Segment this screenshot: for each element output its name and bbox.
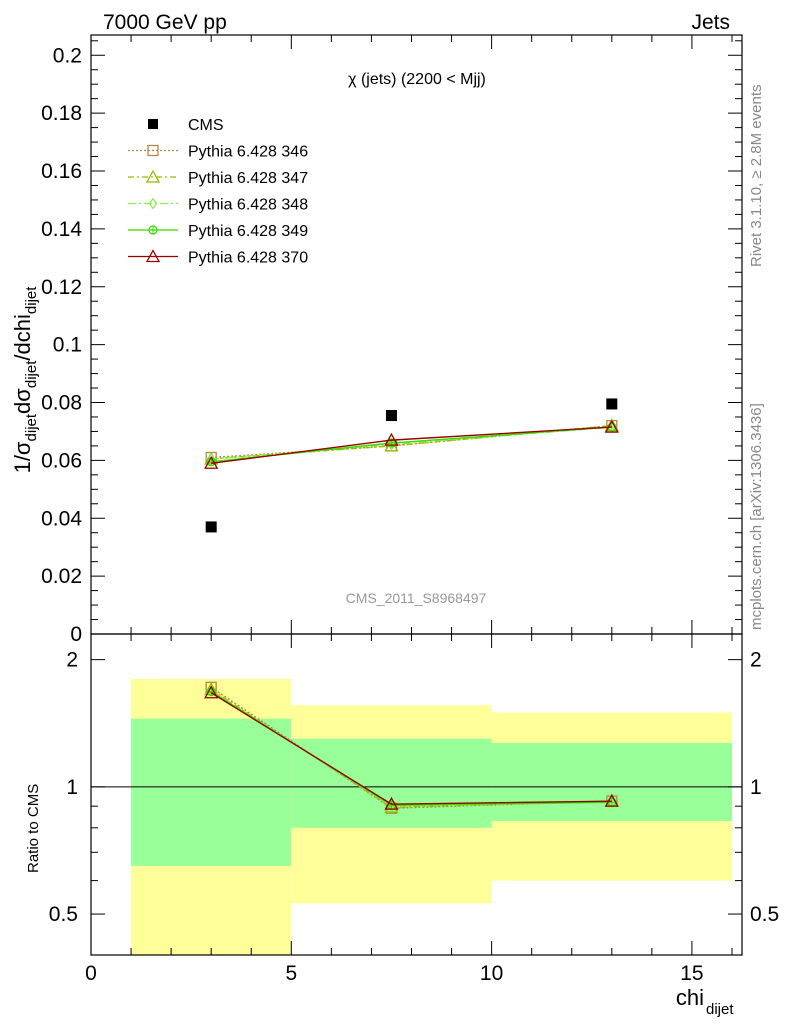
rivet-version-label: Rivet 3.1.10, ≥ 2.8M events [748,85,765,268]
top-y-axis-label-text: 1/σdijetdσdijet/dchidijet [10,286,40,474]
y-tick-label-bottom-right: 2 [750,649,762,672]
series-5-line-top [211,426,612,464]
y-tick-label-top: 0 [70,623,82,646]
y-label-part: /dchi [10,314,35,360]
header-right-label: Jets [691,11,730,34]
legend-marker [148,197,158,210]
x-axis-label-main: chi [676,985,704,1010]
y-tick-label-top: 0.2 [53,44,82,67]
legend-marker [145,169,161,183]
series-5-point-top [604,419,619,433]
legend-label: Pythia 6.428 348 [188,197,308,214]
legend: CMS Pythia 6.428 346 Pythia 6.428 347 Pythi… [128,117,308,267]
series-0-point-top-shape [385,410,397,422]
y-tick-label-bottom-right: 0.5 [750,903,779,926]
series-5-point-ratio [204,685,219,699]
mcplots-label: mcplots.cern.ch [arXiv:1306.3436] [748,403,765,630]
series-5-point-ratio-shape [204,685,219,699]
y-label-part: 1/σ [10,441,35,473]
legend-label: Pythia 6.428 370 [188,250,308,267]
legend-marker-shape [148,197,158,210]
uncertainty-band-green-0 [131,718,292,866]
uncertainty-band-green-1 [291,738,492,828]
series-5-point-top-shape [384,432,399,446]
y-tick-label-top: 0.02 [41,565,82,588]
y-tick-label-top: 0.1 [53,334,82,357]
y-tick-label-top: 0.04 [41,507,82,530]
series-5-point-ratio [384,796,399,810]
legend-label: Pythia 6.428 347 [188,170,308,187]
y-label-subscript: dijet [23,360,40,388]
y-label-subscript: dijet [23,286,40,314]
y-tick-label-bottom-left: 2 [66,649,78,672]
series-0-point-top-shape [205,521,217,533]
y-tick-label-top: 0.08 [41,392,82,415]
y-tick-label-top: 0.14 [41,218,82,241]
y-tick-label-top: 0.16 [41,160,82,183]
series-0-point-top [205,521,217,533]
y-tick-label-bottom-right: 1 [750,776,762,799]
series-0-point-top [385,410,397,422]
series-5-point-top [384,432,399,446]
x-tick-label: 5 [285,962,297,985]
legend-entry: Pythia 6.428 347 [128,169,308,187]
chart-title: χ (jets) (2200 < Mjj) [348,71,486,88]
y-tick-label-top: 0.06 [41,449,82,472]
legend-marker-shape [147,144,159,157]
series-5-point-ratio-shape [604,793,619,807]
legend-entry: Pythia 6.428 348 [128,197,308,214]
series-0-point-top [606,398,618,410]
series-5-point-top [204,455,219,469]
x-tick-label: 10 [480,962,503,985]
uncertainty-band-green-2 [491,742,732,822]
legend-label: Pythia 6.428 349 [188,223,308,240]
y-tick-label-bottom-left: 0.5 [49,903,78,926]
series-5-point-ratio-shape [384,796,399,810]
y-tick-label-top: 0.18 [41,102,82,125]
legend-marker-shape [145,169,161,183]
series-5-point-top-shape [204,455,219,469]
legend-entry: Pythia 6.428 370 [128,249,308,267]
x-axis-label-sub: dijet [706,1001,734,1018]
x-axis-label: chi dijet [676,985,734,1018]
bottom-panel-y-axis-label: Ratio to CMS [25,784,42,873]
top-panel: 0 0.02 0.04 0.06 0.08 0.1 0.12 0.14 0.16 0.18 0.2 [41,34,743,646]
analysis-label: CMS_2011_S8968497 [346,590,487,606]
legend-entry: Pythia 6.428 346 [128,144,308,161]
legend-marker [145,249,161,263]
legend-marker-shape [145,249,161,263]
y-tick-label-top: 0.12 [41,276,82,299]
legend-marker [147,144,159,157]
y-label-part: dσ [10,388,35,414]
bottom-panel-frame [90,633,743,956]
legend-entry: CMS [148,117,224,134]
legend-label: Pythia 6.428 346 [188,144,308,161]
top-panel-y-axis-label: 1/σdijetdσdijet/dchidijet [10,286,40,474]
legend-marker [148,119,158,129]
series-5-point-top-shape [604,419,619,433]
series-0-point-top-shape [606,398,618,410]
x-tick-label: 0 [85,962,97,985]
legend-marker-shape [148,119,158,129]
y-label-subscript: dijet [23,413,40,441]
x-tick-label: 15 [680,962,703,985]
header-left-label: 7000 GeV pp [103,11,227,34]
y-tick-label-bottom-left: 1 [66,776,78,799]
series-5-point-ratio [604,793,619,807]
legend-label: CMS [188,117,224,134]
legend-marker [148,225,158,235]
bottom-panel: 0 5 10 15 0.5 0.5 1 1 2 2 [49,633,779,985]
legend-entry: Pythia 6.428 349 [128,223,308,240]
series-5-line-ratio [210,692,612,805]
